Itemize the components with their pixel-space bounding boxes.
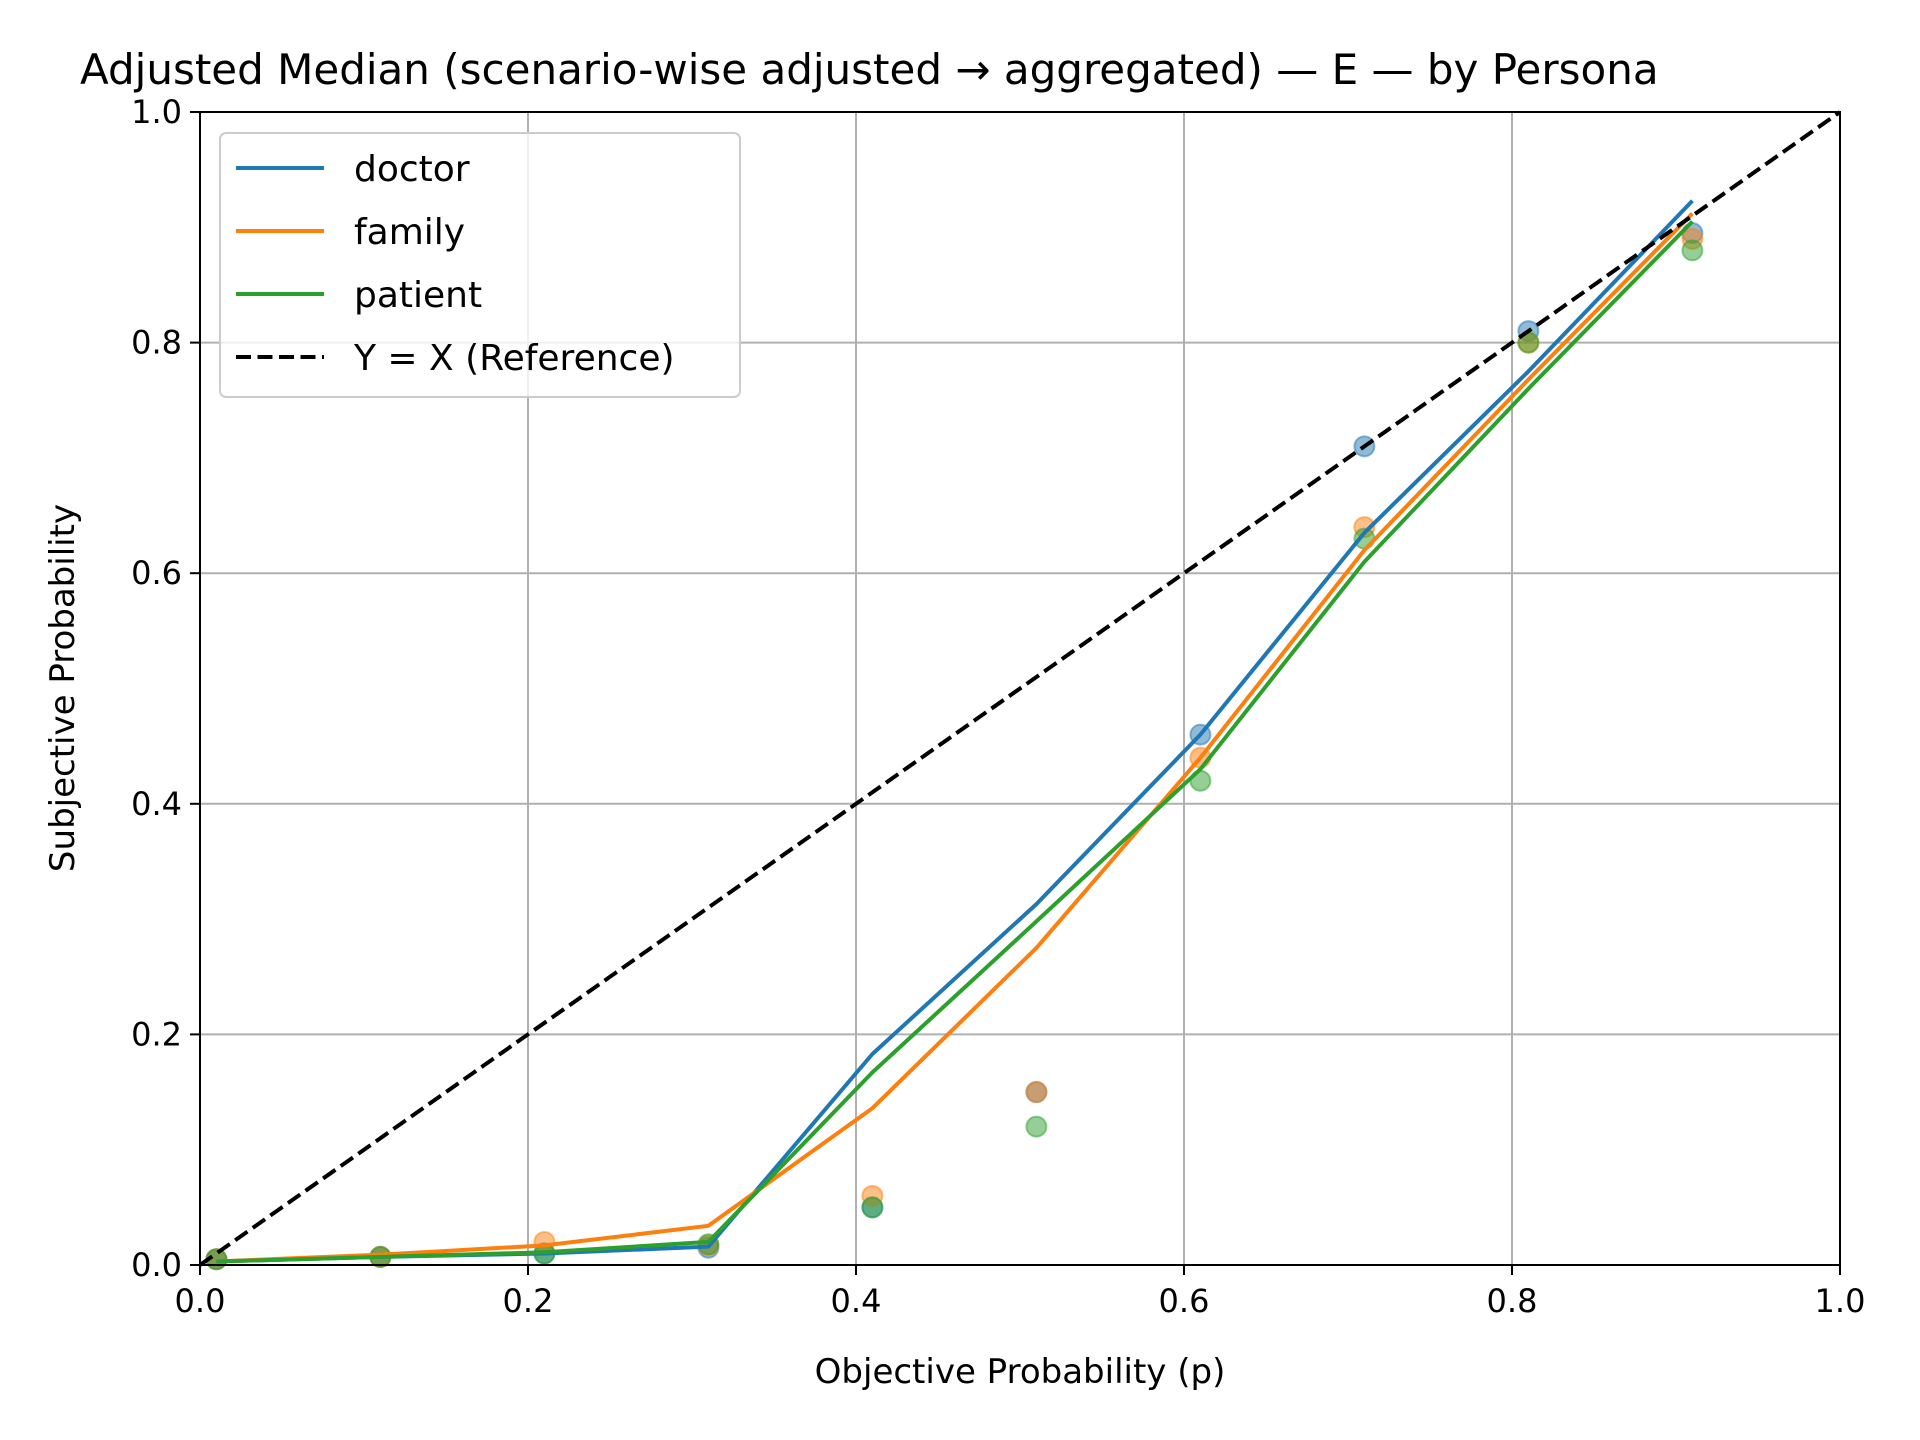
y-tick-label: 0.6 bbox=[131, 554, 182, 592]
x-axis-label: Objective Probability (p) bbox=[815, 1352, 1226, 1392]
y-axis-label: Subjective Probability bbox=[43, 504, 83, 872]
y-tick-label: 0.4 bbox=[131, 785, 182, 823]
family-point bbox=[1025, 1081, 1048, 1104]
x-tick-label: 1.0 bbox=[1815, 1282, 1866, 1320]
legend: doctor family patient Y = X (Reference) bbox=[219, 132, 741, 398]
y-tick-label: 0.2 bbox=[131, 1015, 182, 1053]
y-tick-label: 0.0 bbox=[131, 1246, 182, 1284]
family-line bbox=[216, 212, 1694, 1264]
patient-line bbox=[216, 220, 1694, 1264]
y-tick-label: 1.0 bbox=[131, 93, 182, 131]
legend-label: Y = X (Reference) bbox=[353, 338, 675, 379]
legend-label: family bbox=[354, 212, 465, 253]
x-tick-label: 0.6 bbox=[1159, 1282, 1210, 1320]
y-tick-label: 0.8 bbox=[131, 324, 182, 362]
axis-ticks: 0.0 0.2 0.4 0.6 0.8 1.0 0.0 0.2 0.4 0.6 0.8 1.0 bbox=[131, 93, 1865, 1320]
axes-frame bbox=[199, 111, 1841, 1266]
chart-title: Adjusted Median (scenario-wise adjusted … bbox=[80, 45, 1659, 94]
legend-label: doctor bbox=[354, 149, 470, 190]
x-tick-label: 0.0 bbox=[175, 1282, 226, 1320]
plot-area bbox=[198, 110, 1842, 1271]
patient-point bbox=[1025, 1115, 1048, 1138]
legend-label: patient bbox=[354, 275, 482, 316]
x-tick-label: 0.4 bbox=[831, 1282, 882, 1320]
reference-line bbox=[198, 110, 1842, 1267]
patient-point bbox=[861, 1196, 884, 1219]
x-tick-label: 0.2 bbox=[503, 1282, 554, 1320]
x-tick-label: 0.8 bbox=[1487, 1282, 1538, 1320]
legend-box bbox=[219, 132, 741, 398]
patient-point bbox=[1681, 239, 1704, 262]
